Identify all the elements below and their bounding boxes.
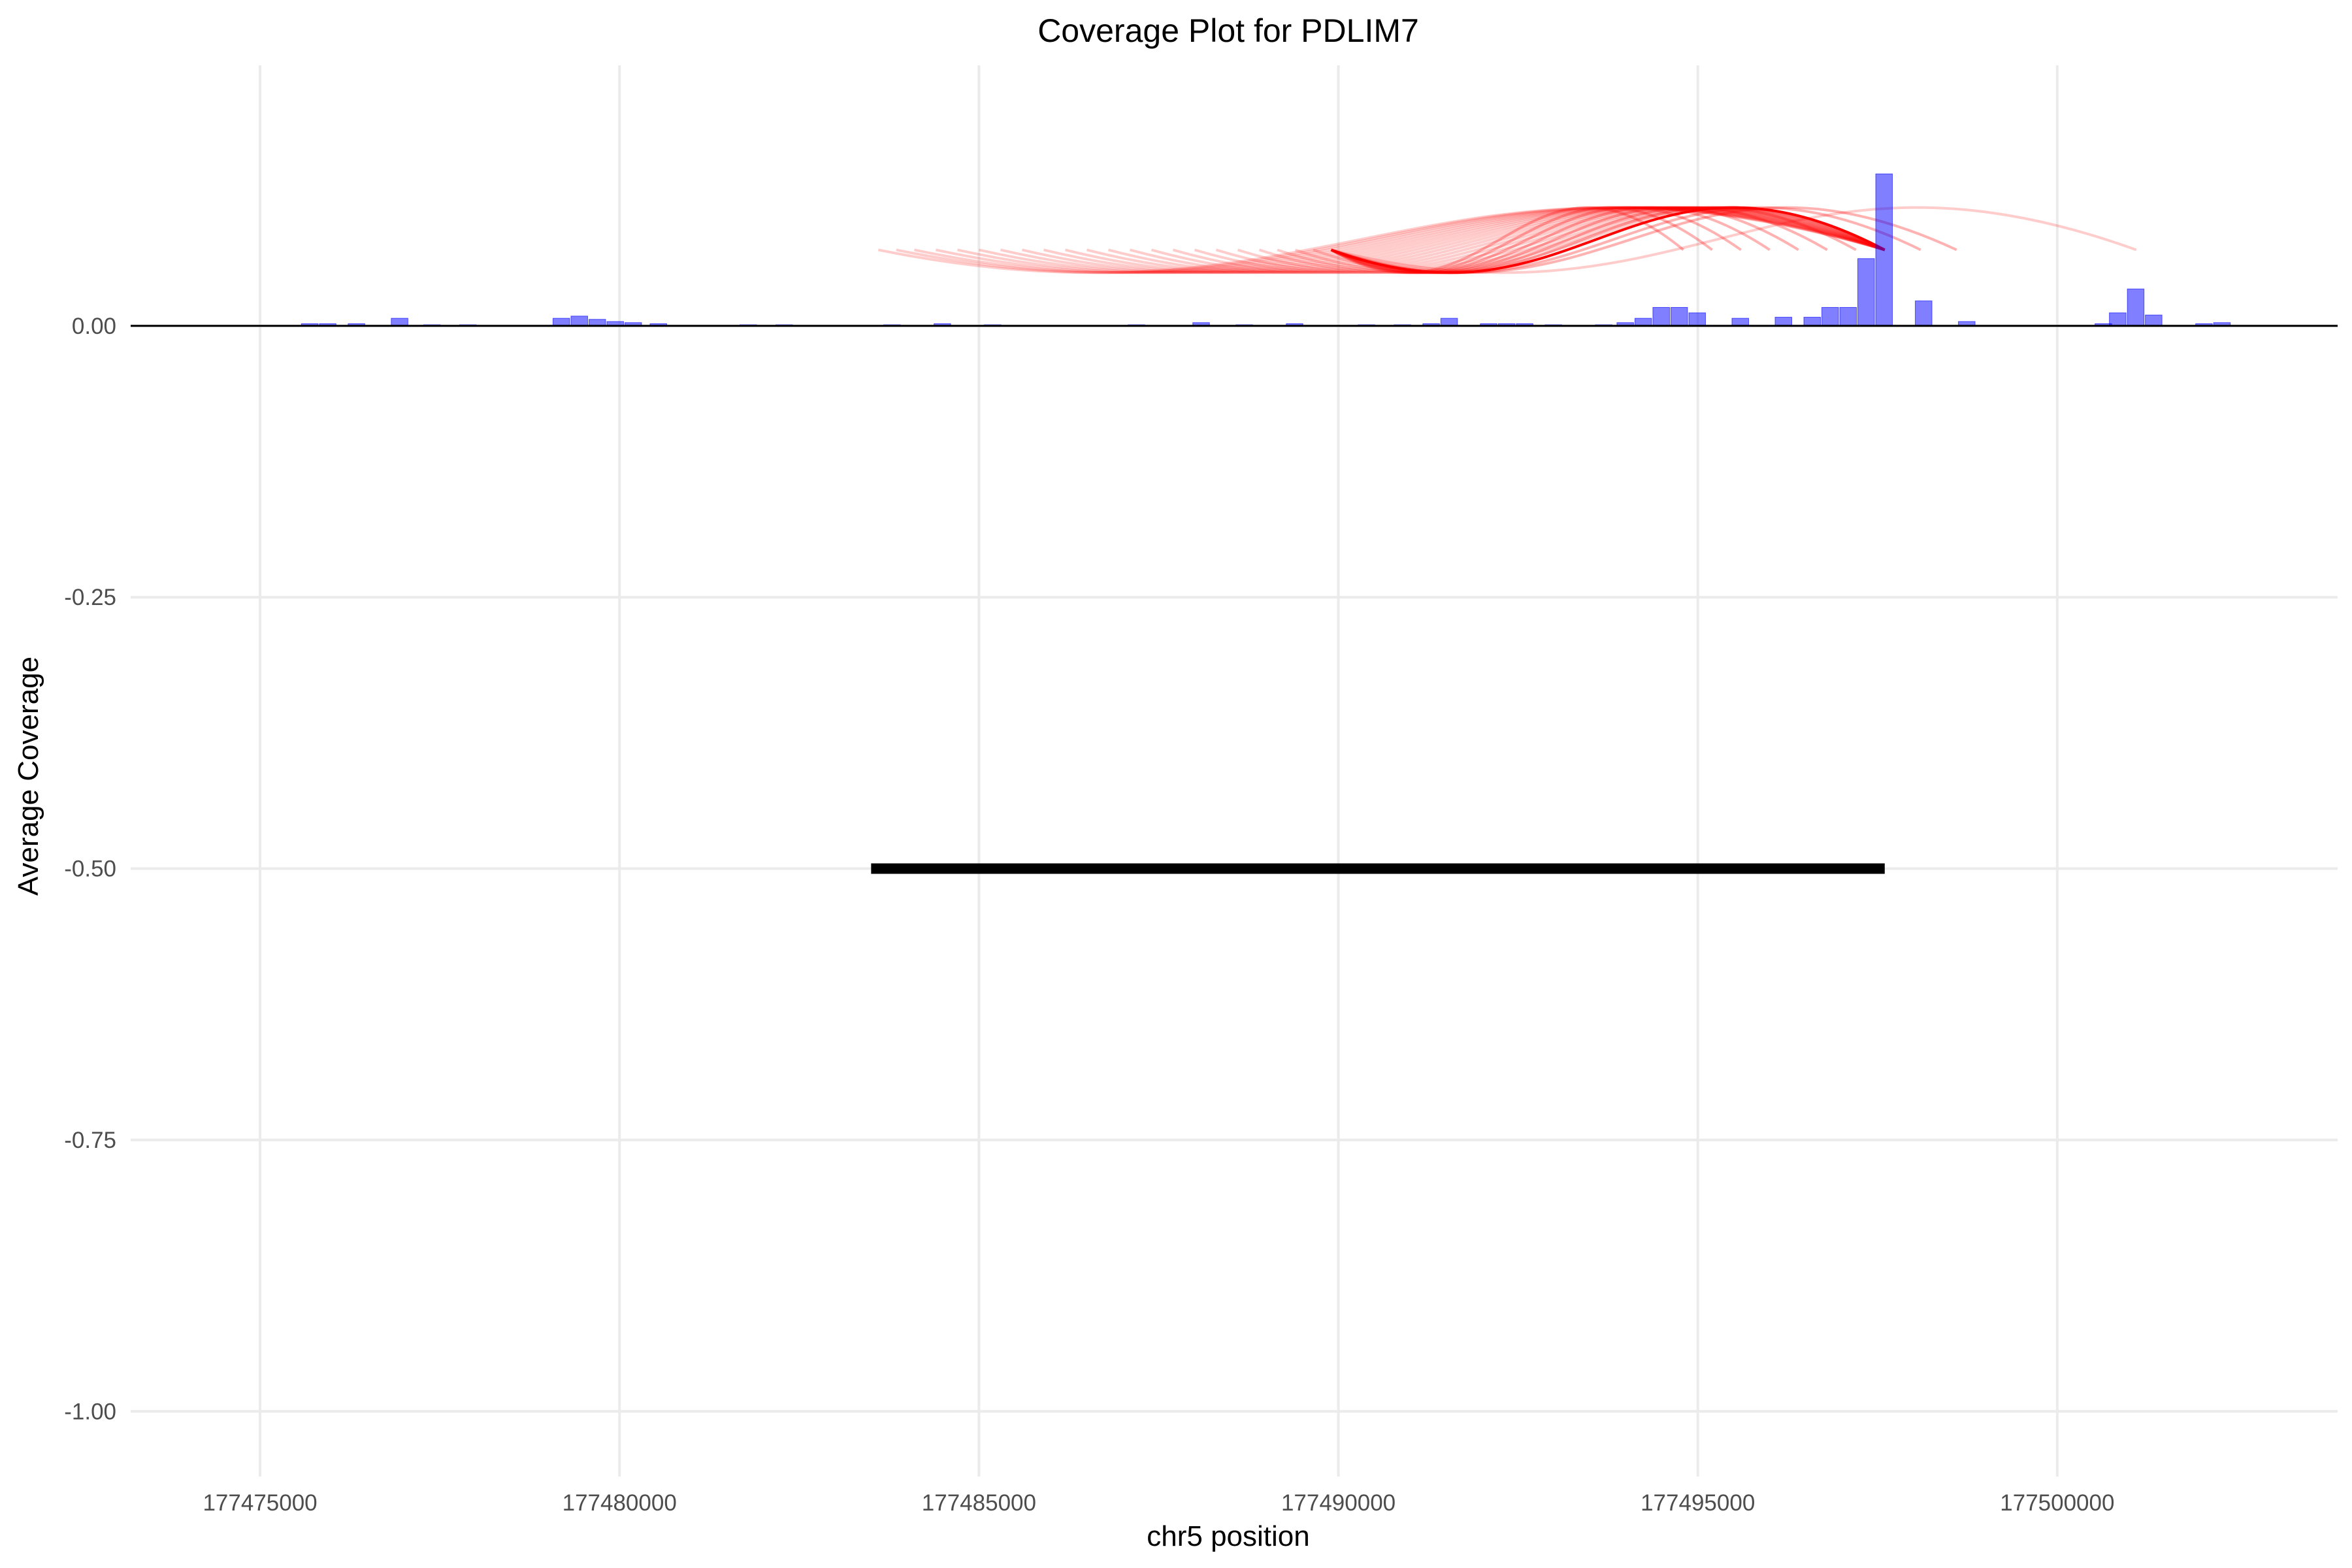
coverage-bar <box>1731 318 1749 327</box>
junction-arc <box>1330 206 1799 274</box>
junction-arc <box>1330 206 1857 274</box>
junction-arc <box>1277 206 1886 274</box>
coverage-bar <box>1440 318 1458 327</box>
coverage-bar <box>391 318 408 327</box>
junction-arc <box>1129 206 1886 274</box>
coverage-bar <box>1821 307 1839 327</box>
junction-arc <box>978 206 1886 274</box>
coverage-bar <box>1857 258 1875 327</box>
junction-arc <box>1258 206 1886 274</box>
x-tick-label: 177495000 <box>1641 1490 1755 1516</box>
y-tick-label: -1.00 <box>64 1399 116 1424</box>
junction-arcs <box>877 206 2137 274</box>
junction-arc <box>956 206 1886 274</box>
junction-arc <box>1237 206 1886 274</box>
junction-arc <box>1330 206 1684 274</box>
x-tick-label: 177490000 <box>1281 1490 1396 1516</box>
gridlines <box>131 65 2338 1477</box>
coverage-bars <box>301 173 2231 327</box>
coverage-bar <box>1875 173 1893 327</box>
x-axis-label: chr5 position <box>1147 1520 1309 1552</box>
junction-arc <box>877 206 1886 274</box>
y-tick-label: -0.50 <box>64 857 116 882</box>
coverage-bar <box>1688 312 1706 327</box>
junction-arc <box>1064 206 1886 274</box>
junction-arc <box>935 206 1886 274</box>
coverage-bar <box>1774 316 1793 327</box>
y-tick-label: 0.00 <box>72 314 116 339</box>
y-axis-label: Average Coverage <box>12 657 44 896</box>
coverage-bar <box>2109 312 2127 327</box>
coverage-bar <box>552 318 570 327</box>
junction-arc <box>1086 206 1886 274</box>
junction-arc <box>1215 206 1886 274</box>
chart-title: Coverage Plot for PDLIM7 <box>1037 12 1419 49</box>
coverage-bar <box>1652 307 1670 327</box>
coverage-bar <box>2127 288 2145 327</box>
junction-arc <box>896 206 1886 274</box>
junction-arc <box>1172 206 1886 274</box>
coverage-bar <box>1915 301 1933 327</box>
junction-arc <box>1330 206 1771 274</box>
x-axis-ticks: 177475000 177480000 177485000 177490000 1774… <box>203 1490 2114 1516</box>
junction-arc <box>913 206 1886 274</box>
junction-arc <box>1021 206 1886 274</box>
junction-arc <box>1194 206 1886 274</box>
junction-arc <box>1330 206 1742 274</box>
x-tick-label: 177480000 <box>563 1490 677 1516</box>
x-tick-label: 177475000 <box>203 1490 317 1516</box>
coverage-bar <box>1803 316 1821 327</box>
x-tick-label: 177485000 <box>922 1490 1036 1516</box>
coverage-bar <box>570 316 588 327</box>
y-tick-label: -0.75 <box>64 1128 116 1153</box>
junction-arc <box>1330 206 1921 274</box>
junction-arc <box>1043 206 1886 274</box>
y-tick-label: -0.25 <box>64 585 116 610</box>
x-tick-label: 177500000 <box>2000 1490 2114 1516</box>
coverage-bar <box>2145 314 2163 327</box>
junction-arc <box>1330 206 1828 274</box>
junction-arc <box>1000 206 1886 274</box>
junction-arc <box>1331 206 2137 274</box>
coverage-bar <box>1670 307 1688 327</box>
junction-arc <box>1330 206 1886 274</box>
coverage-bar <box>1839 307 1857 327</box>
coverage-bar <box>1634 318 1652 327</box>
junction-arc <box>1151 206 1886 274</box>
y-axis-ticks: 0.00 -0.25 -0.50 -0.75 -1.00 <box>64 314 116 1425</box>
junction-arc <box>1330 206 1957 274</box>
junction-arc <box>1294 206 1886 274</box>
junction-arc <box>1330 206 1713 274</box>
junction-arc <box>1107 206 1886 274</box>
